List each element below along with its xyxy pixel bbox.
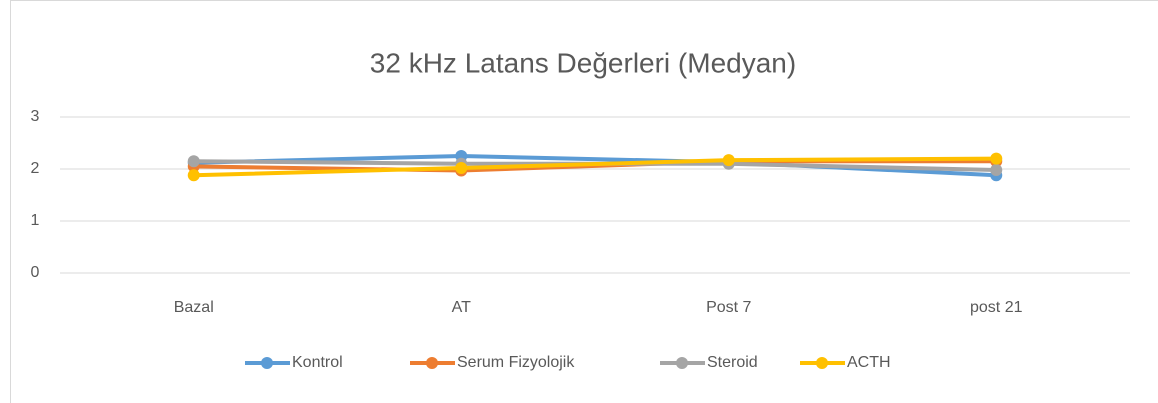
- point: [187, 155, 200, 168]
- y-tick-label: 1: [31, 212, 40, 229]
- chart-title: 32 kHz Latans Değerleri (Medyan): [370, 47, 796, 78]
- point: [722, 154, 735, 167]
- series-line: [193, 156, 997, 178]
- point: [455, 161, 468, 174]
- point: [990, 164, 1003, 177]
- chart-frame: [10, 0, 1158, 403]
- legend-label: Steroid: [707, 354, 758, 371]
- legend-label: Serum Fizyolojik: [457, 354, 575, 371]
- x-tick-label: Post 7: [706, 299, 751, 316]
- legend-marker: [816, 357, 828, 369]
- legend-marker: [426, 357, 438, 369]
- y-tick-label: 3: [31, 108, 40, 125]
- x-tick-label: Bazal: [174, 299, 214, 316]
- x-tick-label: post 21: [970, 299, 1023, 316]
- x-tick-label: AT: [452, 299, 471, 316]
- point: [990, 152, 1003, 165]
- y-tick-label: 0: [31, 264, 40, 281]
- legend-label: Kontrol: [292, 354, 343, 371]
- legend-marker: [261, 357, 273, 369]
- legend-label: ACTH: [847, 354, 891, 371]
- point: [187, 169, 200, 182]
- y-tick-label: 2: [31, 160, 40, 177]
- legend-marker: [676, 357, 688, 369]
